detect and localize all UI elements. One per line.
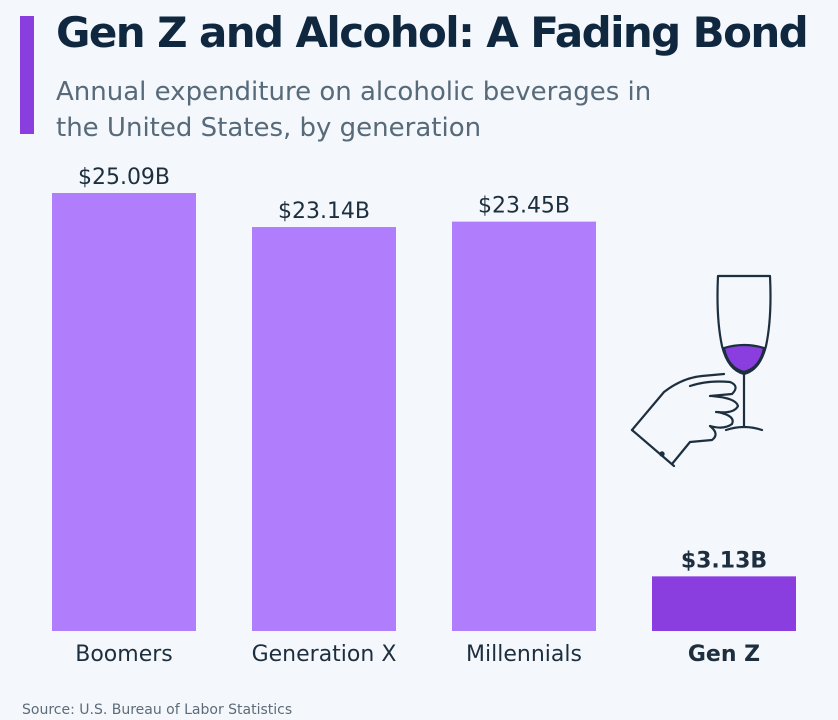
data-label: $3.13B (681, 548, 767, 573)
title-accent-bar (20, 16, 34, 134)
data-label: $23.45B (478, 194, 570, 219)
bar-gen-z (652, 576, 796, 631)
category-label: Generation X (252, 642, 397, 667)
bar-boomers (52, 193, 196, 631)
category-label: Millennials (466, 642, 582, 667)
chart-subtitle: Annual expenditure on alcoholic beverage… (56, 77, 652, 143)
category-label: Gen Z (688, 642, 760, 667)
bar-chart: $25.09B Boomers $23.14B Generation X $23.45B… (52, 165, 796, 667)
bar-generation-x (252, 227, 396, 632)
wine-glass-hand-icon (630, 274, 772, 468)
data-label: $23.14B (278, 199, 370, 224)
bar-millennials (452, 221, 596, 631)
data-label: $25.09B (78, 165, 170, 190)
source-note: Source: U.S. Bureau of Labor Statistics (22, 702, 293, 718)
chart-title: Gen Z and Alcohol: A Fading Bond (56, 8, 809, 57)
category-label: Boomers (75, 642, 173, 667)
